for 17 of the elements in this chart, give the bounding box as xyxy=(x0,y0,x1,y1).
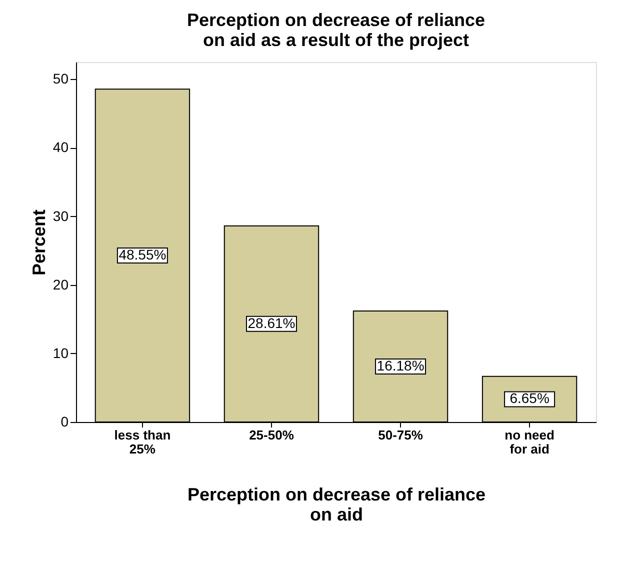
y-tick-label: 50 xyxy=(52,70,69,87)
data-label: 16.18% xyxy=(376,358,424,374)
y-tick-label: 20 xyxy=(52,276,69,292)
y-tick-label: 10 xyxy=(52,344,69,361)
y-axis-title: Percent xyxy=(28,209,49,276)
x-tick-label: 50-75% xyxy=(378,428,424,442)
x-axis-title: Perception on decrease of reliance on aid xyxy=(187,484,486,524)
data-label: 28.61% xyxy=(248,314,296,331)
y-tick-label: 40 xyxy=(52,139,69,156)
data-label: 48.55% xyxy=(118,246,166,263)
data-label: 6.65% xyxy=(510,390,550,406)
y-tick-label: 0 xyxy=(60,414,69,430)
chart-title: Perception on decrease of reliance on aid as a result of the project xyxy=(186,10,486,50)
x-tick-label: no need for aid xyxy=(504,428,555,456)
x-tick-label: less than 25% xyxy=(114,428,171,456)
y-tick-label: 30 xyxy=(52,208,69,224)
x-tick-label: 25-50% xyxy=(249,428,294,442)
